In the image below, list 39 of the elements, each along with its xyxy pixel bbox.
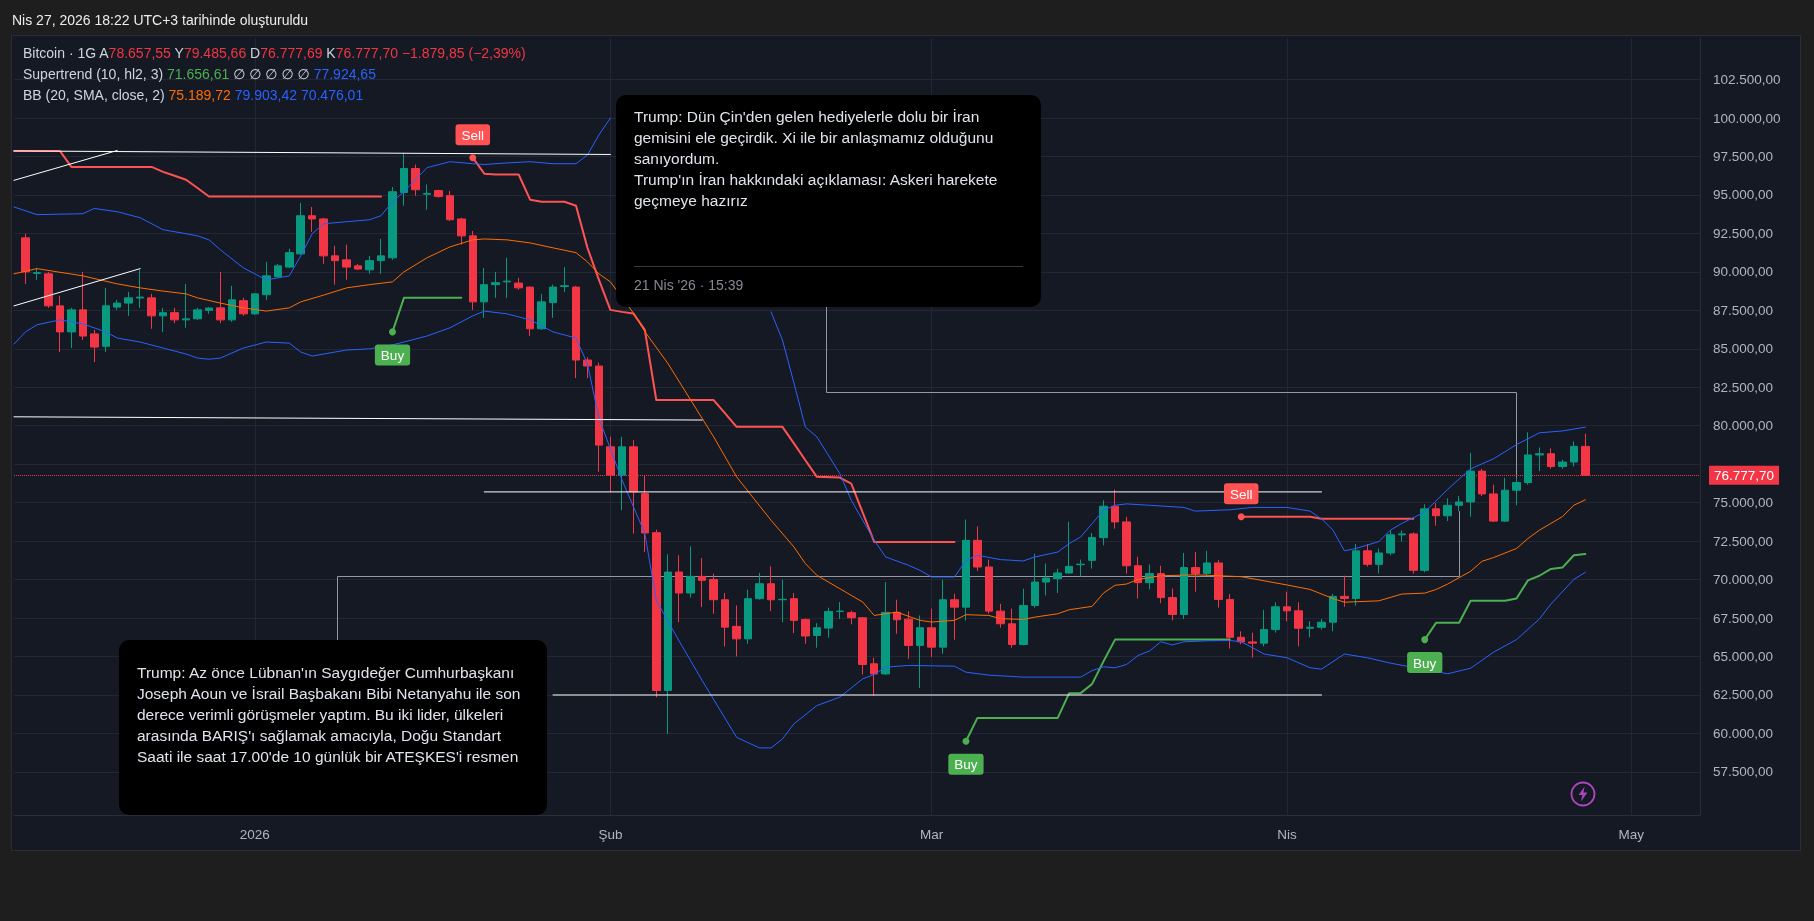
y-tick-label: 92.500,00 (1713, 225, 1774, 241)
ref-line-label: 76.777,70 (1714, 467, 1775, 483)
y-tick-label: 82.500,00 (1713, 379, 1774, 395)
y-tick-label: 90.000,00 (1713, 264, 1774, 280)
data-label: Sell (461, 127, 485, 143)
y-tick-label: 87.500,00 (1713, 302, 1774, 318)
y-tick-label: 70.000,00 (1713, 572, 1774, 588)
data-label: Buy (380, 347, 405, 363)
y-tick-label: 75.000,00 (1713, 495, 1774, 511)
y-tick-label: 85.000,00 (1713, 341, 1774, 357)
y-tick-label: 95.000,00 (1713, 187, 1774, 203)
y-tick-label: 102.500,00 (1713, 72, 1781, 88)
text: Supertrend (10, hl2, 3) 71.656,61 ∅ ∅ ∅ ∅ ∅ 77.924,65 (23, 66, 376, 82)
x-tick-label: Mar (919, 826, 944, 842)
annotation: BB (20, SMA, close, 2) 75.189,72 79.903,42 70.476,01 (23, 87, 364, 103)
annotation: Trump: Dün Çin'den gelen hediyelerle dolu bir İran gemisini ele geçirdik. Xi ile bir anlaşmamız olduğunu sanıyordum. Trump'ın İran hakkındaki açıklaması: Askeri harekete geçmeye hazırız (634, 107, 999, 211)
y-tick-label: 97.500,00 (1713, 148, 1774, 164)
data-label: Buy (1413, 655, 1437, 671)
y-tick-label: 65.000,00 (1713, 649, 1774, 665)
y-tick-label: 57.500,00 (1713, 764, 1774, 780)
text: Bitcoin · 1G (23, 45, 97, 61)
y-tick-label: 80.000,00 (1713, 418, 1774, 434)
annotation: 21 Nis '26 · 15:39 (634, 276, 745, 295)
y-tick-label: 67.500,00 (1713, 610, 1774, 626)
text: A78.657,55 Y79.485,66 D76.777,69 K76.777,70 −1.879,85 (−2,39%) (99, 45, 526, 61)
data-label: Sell (1229, 486, 1253, 502)
y-tick-label: 100.000,00 (1713, 110, 1781, 126)
chart-subtitle: Nis 27, 2026 18:22 UTC+3 tarihinde oluşturuldu (12, 11, 309, 30)
y-tick-label: 62.500,00 (1713, 687, 1774, 703)
x-tick-label: May (1618, 826, 1645, 842)
data-label: Buy (954, 757, 978, 773)
x-tick-label: 2026 (239, 826, 270, 842)
x-tick-label: Şub (598, 826, 623, 842)
x-tick-label: Nis (1277, 826, 1298, 842)
callout-box: Trump: Az önce Lübnan'ın Saygıdeğer Cumhurbaşkanı Joseph Aoun ve İsrail Başbakanı Bibi Netanyahu ile son derece verimli görüşmeler yaptım. Bu iki lider, ülkeleri arasında BARIŞ'ı sağlamak amacıyla, Doğu Standart Saati ile saat 17.00'de 10 günlük bir ATEŞKES'i resmen (119, 640, 547, 815)
callout-box: Trump: Dün Çin'den gelen hediyelerle dolu bir İran gemisini ele geçirdik. Xi ile bir anlaşmamız olduğunu sanıyordum. Trump'ın İran hakkındaki açıklaması: Askeri harekete geçmeye hazırız 21 Nis '26 · 15:39 (616, 95, 1041, 307)
y-tick-label: 60.000,00 (1713, 725, 1774, 741)
annotation: Trump: Az önce Lübnan'ın Saygıdeğer Cumhurbaşkanı Joseph Aoun ve İsrail Başbakanı Bibi Netanyahu ile son derece verimli görüşmeler yaptım. Bu iki lider, ülkeleri arasında BARIŞ'ı sağlamak amacıyla, Doğu Standart Saati ile saat 17.00'de 10 günlük bir ATEŞKES'i resmen (137, 663, 522, 767)
y-tick-label: 72.500,00 (1713, 533, 1774, 549)
